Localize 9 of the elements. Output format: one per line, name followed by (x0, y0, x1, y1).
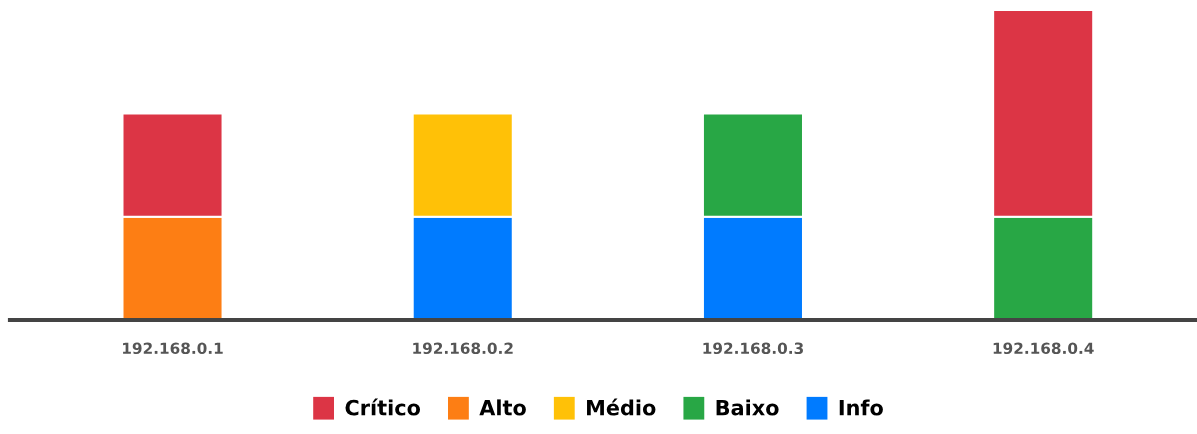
x-tick-label: 192.168.0.2 (413, 342, 513, 355)
x-tick-label: 192.168.0.3 (703, 342, 803, 355)
legend-label: Médio (587, 398, 656, 416)
legend-label: Crítico (345, 398, 421, 416)
legend-label: Info (839, 399, 883, 416)
legend-label: Baixo (716, 399, 779, 416)
x-tick-label: 192.168.0.4 (993, 342, 1094, 355)
legend-label: Alto (479, 399, 526, 416)
x-tick-label: 192.168.0.1 (123, 342, 223, 355)
